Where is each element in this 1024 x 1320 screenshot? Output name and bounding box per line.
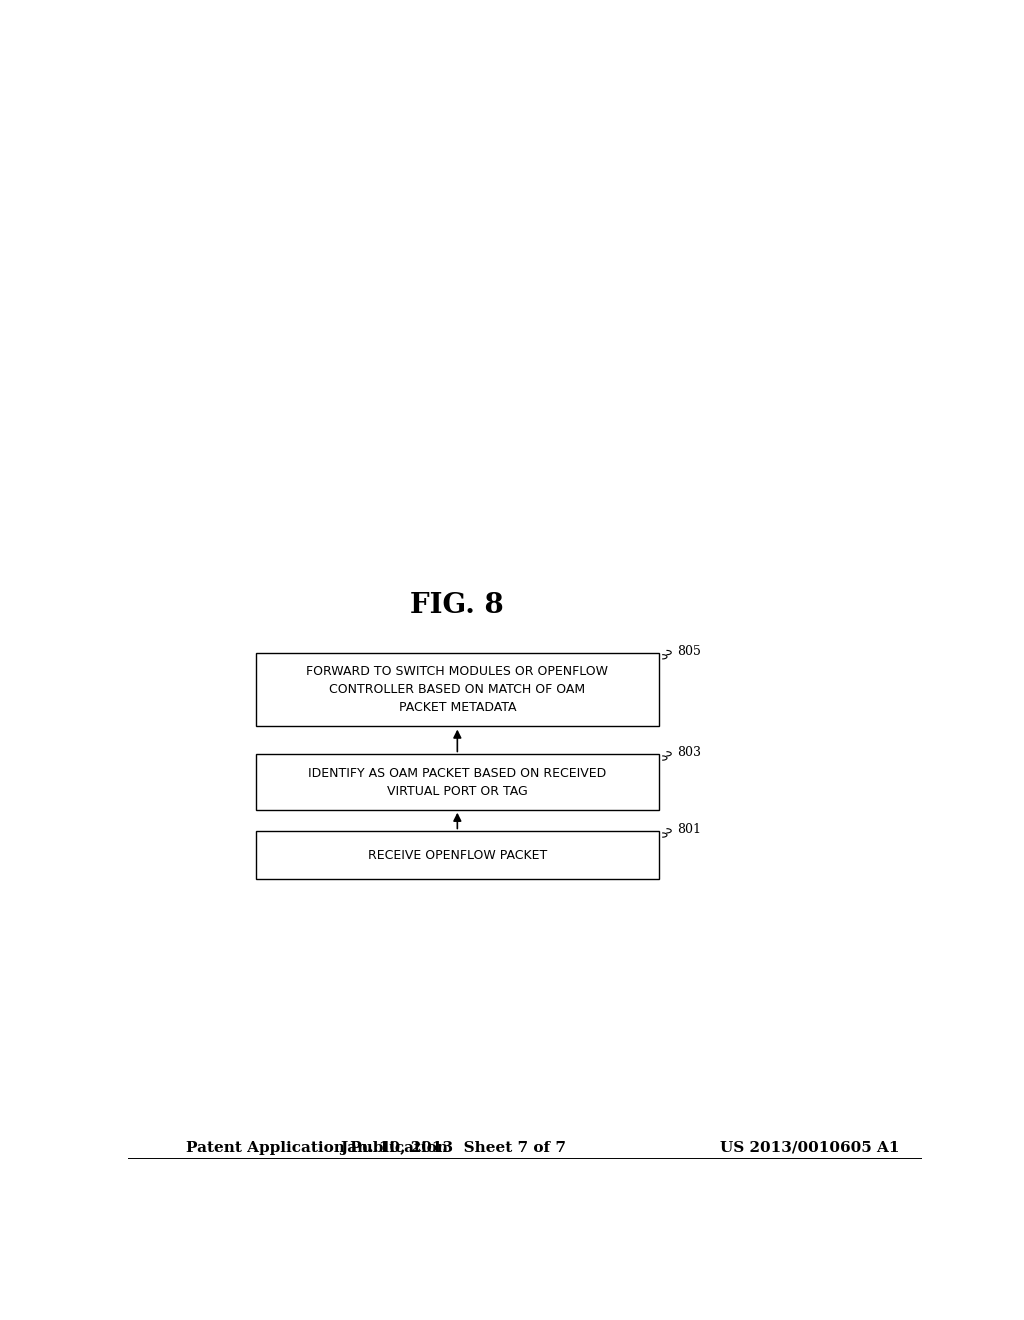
Bar xyxy=(256,832,658,879)
Text: FIG. 8: FIG. 8 xyxy=(411,591,504,619)
Text: US 2013/0010605 A1: US 2013/0010605 A1 xyxy=(720,1140,900,1155)
Text: 805: 805 xyxy=(678,645,701,659)
Text: RECEIVE OPENFLOW PACKET: RECEIVE OPENFLOW PACKET xyxy=(368,849,547,862)
Bar xyxy=(256,653,658,726)
Text: 801: 801 xyxy=(678,824,701,837)
Bar xyxy=(256,755,658,810)
Text: IDENTIFY AS OAM PACKET BASED ON RECEIVED
VIRTUAL PORT OR TAG: IDENTIFY AS OAM PACKET BASED ON RECEIVED… xyxy=(308,767,606,797)
Text: Patent Application Publication: Patent Application Publication xyxy=(186,1140,449,1155)
Text: 803: 803 xyxy=(678,746,701,759)
Text: Jan. 10, 2013  Sheet 7 of 7: Jan. 10, 2013 Sheet 7 of 7 xyxy=(341,1140,566,1155)
Text: FORWARD TO SWITCH MODULES OR OPENFLOW
CONTROLLER BASED ON MATCH OF OAM
PACKET ME: FORWARD TO SWITCH MODULES OR OPENFLOW CO… xyxy=(306,665,608,714)
